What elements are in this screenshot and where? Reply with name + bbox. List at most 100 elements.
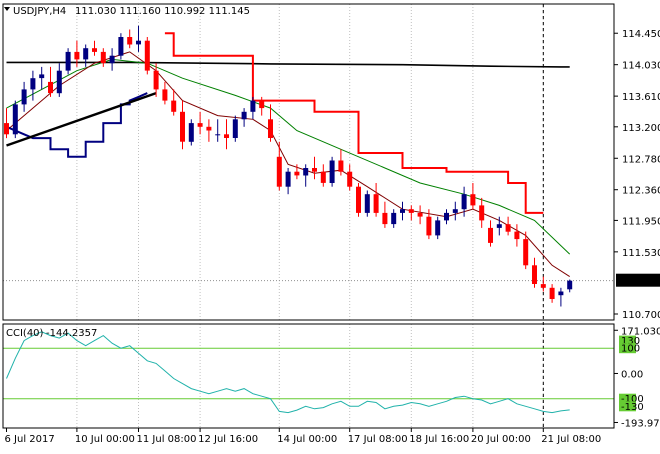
time-tick-label: 18 Jul 16:00: [409, 434, 469, 445]
price-tick-label: 114.030: [622, 61, 660, 72]
candle-body: [294, 172, 299, 176]
candle-body: [506, 224, 511, 232]
candle-body: [321, 172, 326, 183]
time-tick-label: 14 Jul 00:00: [277, 434, 337, 445]
price-tick-label: 113.610: [622, 92, 660, 103]
candle-body: [154, 71, 159, 90]
candle-body: [303, 168, 308, 176]
price-tick-label: 111.950: [622, 216, 660, 227]
indicator-lines: [3, 33, 614, 280]
candle-body: [171, 101, 176, 112]
candle-body: [338, 161, 343, 172]
candle-body: [558, 292, 563, 296]
ma-fast-line: [7, 52, 570, 277]
candle-body: [110, 56, 115, 64]
candle-body: [400, 209, 405, 213]
candle-body: [409, 209, 414, 213]
cci-line: [7, 332, 570, 413]
candle-body: [39, 74, 44, 78]
candle-body: [215, 134, 220, 135]
candle-body: [523, 239, 528, 265]
cci-tick-label: 0.00: [621, 370, 643, 381]
time-tick-label: 12 Jul 16:00: [198, 434, 258, 445]
cci-level-tag-text: 100: [621, 344, 640, 355]
candle-body: [83, 48, 88, 59]
price-tick-label: 111.530: [622, 248, 660, 259]
candle-body: [541, 284, 546, 288]
candle-body: [66, 52, 71, 71]
candle-body: [48, 82, 53, 93]
cci-tick-label: 171.0307: [621, 326, 660, 337]
price-tick-label: 112.780: [622, 154, 660, 165]
cci-tick-label: -193.9761: [621, 419, 660, 430]
candle-body: [198, 123, 203, 127]
trendline: [7, 93, 157, 145]
axes: 114.450 114.030 113.610 113.200 112.780 112.3…: [5, 29, 660, 445]
time-tick-label: 21 Jul 08:00: [541, 434, 601, 445]
candle-body: [550, 288, 555, 299]
candle-body: [426, 217, 431, 236]
candle-body: [435, 220, 440, 235]
candle-body: [180, 112, 185, 142]
candle-body: [13, 104, 18, 134]
candle-body: [418, 213, 423, 217]
candle-body: [453, 209, 458, 213]
candle-body: [488, 228, 493, 243]
candle-body: [382, 213, 387, 224]
candle-body: [74, 52, 79, 60]
candle-body: [136, 41, 141, 45]
candle-body: [127, 37, 132, 45]
ma-mid-line: [7, 59, 570, 254]
cci-header: CCI(40) -144.2357: [6, 328, 97, 339]
header: USDJPY,H4 111.030 111.160 110.992 111.14…: [4, 6, 250, 17]
ohlc-label: 111.030 111.160 110.992 111.145: [75, 6, 250, 17]
candle-body: [391, 213, 396, 224]
menu-triangle-icon[interactable]: [4, 7, 10, 11]
candle-body: [224, 134, 229, 138]
candle-body: [118, 37, 123, 56]
time-tick-label: 11 Jul 08:00: [137, 434, 197, 445]
candle-body: [242, 112, 247, 120]
candle-body: [479, 205, 484, 220]
candle-body: [356, 187, 361, 213]
candle-body: [30, 78, 35, 89]
price-tick-label: 114.450: [622, 29, 660, 40]
time-tick-label: 10 Jul 00:00: [75, 434, 135, 445]
time-tick-label: 17 Jul 08:00: [348, 434, 408, 445]
candle-body: [347, 172, 352, 187]
pane-frames: [3, 4, 614, 428]
candle-body: [259, 101, 264, 109]
candle-body: [22, 89, 27, 104]
candle-body: [444, 213, 449, 221]
candle-body: [206, 127, 211, 131]
symbol-label: USDJPY,H4: [13, 6, 66, 17]
candle-body: [162, 89, 167, 100]
candle-body: [312, 168, 317, 172]
price-tick-label: 110.700: [622, 310, 660, 321]
time-tick-label: 6 Jul 2017: [5, 434, 55, 445]
candle-body: [330, 161, 335, 184]
candle-body: [268, 119, 273, 138]
candle-body: [497, 224, 502, 228]
time-tick-label: 20 Jul 00:00: [471, 434, 531, 445]
candle-body: [92, 48, 97, 52]
stop-line: [165, 33, 543, 213]
cci-label: CCI(40): [6, 328, 44, 339]
candle-body: [4, 123, 9, 134]
candle-body: [567, 281, 572, 290]
candle-body: [365, 194, 370, 213]
candle-body: [514, 232, 519, 240]
price-tick-label: 112.360: [622, 186, 660, 197]
candle-body: [101, 52, 106, 63]
candle-body: [145, 41, 150, 71]
candle-body: [57, 71, 62, 94]
candle-body: [462, 194, 467, 209]
cci-value: -144.2357: [46, 328, 97, 339]
price-tick-label: 113.200: [622, 123, 660, 134]
candle-body: [250, 101, 255, 112]
candle-body: [233, 119, 238, 138]
cci-level-tag-text: -130: [621, 402, 644, 413]
cci-pane-frame: [3, 324, 614, 428]
